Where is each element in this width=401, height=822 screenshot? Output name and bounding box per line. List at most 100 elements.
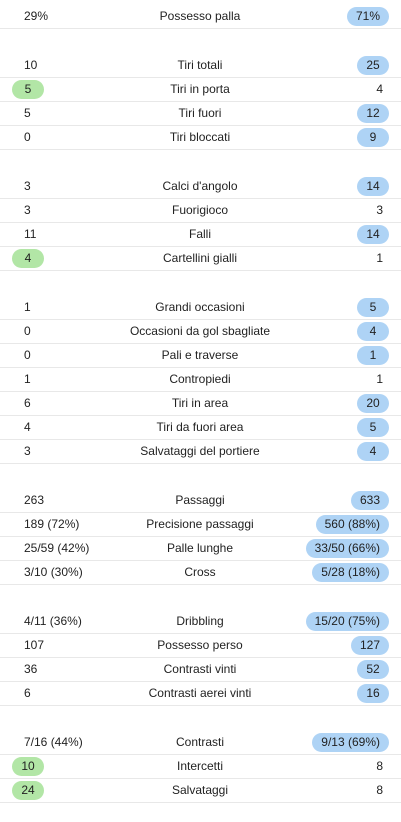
- home-value: 3: [24, 179, 31, 193]
- stat-row: 10 Intercetti 8: [0, 755, 401, 779]
- stat-row: 4 Tiri da fuori area 5: [0, 416, 401, 440]
- stat-row: 3/10 (30%) Cross 5/28 (18%): [0, 561, 401, 585]
- stat-label: Occasioni da gol sbagliate: [129, 324, 271, 338]
- away-value: 5: [357, 418, 389, 437]
- stat-label: Tiri totali: [177, 58, 223, 72]
- home-value: 3: [24, 203, 31, 217]
- away-value: 8: [376, 759, 383, 773]
- home-value: 3/10 (30%): [24, 565, 83, 579]
- stat-label: Salvataggi: [171, 783, 229, 797]
- home-value: 11: [24, 227, 37, 241]
- stats-group: 3 Calci d'angolo 14 3 Fuorigioco 3 11 Falli 14 4 C…: [0, 175, 401, 271]
- away-value: 52: [357, 660, 389, 679]
- stat-label: Pali e traverse: [161, 348, 239, 362]
- home-value: 3: [24, 444, 31, 458]
- away-value: 71%: [346, 7, 389, 26]
- stat-label: Passaggi: [175, 493, 225, 507]
- stat-row: 3 Fuorigioco 3: [0, 199, 401, 223]
- stat-row: 0 Occasioni da gol sbagliate 4: [0, 320, 401, 344]
- away-value: 1: [376, 372, 383, 386]
- stats-group: 1 Grandi occasioni 5 0 Occasioni da gol sbag…: [0, 296, 401, 464]
- stat-row: 263 Passaggi 633: [0, 489, 401, 513]
- stat-label: Cross: [184, 565, 216, 579]
- stat-row: 4/11 (36%) Dribbling 15/20 (75%): [0, 610, 401, 634]
- stat-row: 1 Grandi occasioni 5: [0, 296, 401, 320]
- away-value: 15/20 (75%): [305, 612, 389, 631]
- home-value: 24: [12, 781, 44, 800]
- away-value: 20: [357, 394, 389, 413]
- home-value: 10: [12, 757, 44, 776]
- away-value: 127: [350, 636, 389, 655]
- stats-group: 29% Possesso palla 71%: [0, 5, 401, 29]
- away-value: 25: [357, 56, 389, 75]
- away-value: 12: [357, 104, 389, 123]
- home-value: 0: [24, 324, 31, 338]
- away-value: 1: [357, 346, 389, 365]
- stat-label: Tiri in area: [171, 396, 229, 410]
- stat-row: 25/59 (42%) Palle lunghe 33/50 (66%): [0, 537, 401, 561]
- stat-row: 1 Contropiedi 1: [0, 368, 401, 392]
- stat-label: Dribbling: [176, 614, 224, 628]
- stat-label: Possesso palla: [159, 9, 241, 23]
- stats-group: 263 Passaggi 633 189 (72%) Precisione passag…: [0, 489, 401, 585]
- stat-label: Falli: [188, 227, 211, 241]
- away-value: 33/50 (66%): [305, 539, 389, 558]
- stat-label: Palle lunghe: [166, 541, 234, 555]
- away-value: 8: [376, 783, 383, 797]
- stat-label: Possesso perso: [157, 638, 243, 652]
- home-value: 5: [12, 80, 44, 99]
- stat-row: 24 Salvataggi 8: [0, 779, 401, 803]
- stat-row: 6 Tiri in area 20: [0, 392, 401, 416]
- stat-label: Precisione passaggi: [146, 517, 254, 531]
- stat-row: 11 Falli 14: [0, 223, 401, 247]
- home-value: 263: [24, 493, 45, 507]
- away-value: 1: [376, 251, 383, 265]
- away-value: 14: [357, 177, 389, 196]
- stat-label: Salvataggi del portiere: [140, 444, 260, 458]
- away-value: 633: [350, 491, 389, 510]
- stat-label: Contrasti aerei vinti: [148, 686, 252, 700]
- home-value: 36: [24, 662, 38, 676]
- stat-row: 36 Contrasti vinti 52: [0, 658, 401, 682]
- stat-label: Contrasti: [175, 735, 225, 749]
- stat-label: Contropiedi: [169, 372, 231, 386]
- away-value: 4: [357, 322, 389, 341]
- stat-row: 6 Contrasti aerei vinti 16: [0, 682, 401, 706]
- stat-row: 5 Tiri in porta 4: [0, 78, 401, 102]
- home-value: 107: [24, 638, 45, 652]
- stat-row: 3 Calci d'angolo 14: [0, 175, 401, 199]
- away-value: 5: [357, 298, 389, 317]
- stat-row: 4 Cartellini gialli 1: [0, 247, 401, 271]
- home-value: 25/59 (42%): [24, 541, 90, 555]
- away-value: 4: [376, 82, 383, 96]
- home-value: 5: [24, 106, 31, 120]
- stat-label: Tiri in porta: [170, 82, 230, 96]
- home-value: 1: [24, 372, 31, 386]
- home-value: 10: [24, 58, 38, 72]
- home-value: 0: [24, 348, 31, 362]
- stat-label: Tiri fuori: [178, 106, 222, 120]
- stat-row: 10 Tiri totali 25: [0, 54, 401, 78]
- stats-group: 7/16 (44%) Contrasti 9/13 (69%) 10 Intercett…: [0, 731, 401, 803]
- home-value: 4/11 (36%): [24, 614, 82, 628]
- away-value: 14: [357, 225, 389, 244]
- stat-label: Grandi occasioni: [155, 300, 245, 314]
- stat-row: 0 Tiri bloccati 9: [0, 126, 401, 150]
- stat-label: Fuorigioco: [171, 203, 229, 217]
- away-value: 3: [376, 203, 383, 217]
- stat-row: 3 Salvataggi del portiere 4: [0, 440, 401, 464]
- home-value: 4: [24, 420, 31, 434]
- stat-row: 107 Possesso perso 127: [0, 634, 401, 658]
- stat-label: Cartellini gialli: [162, 251, 238, 265]
- stat-row: 189 (72%) Precisione passaggi 560 (88%): [0, 513, 401, 537]
- stat-label: Tiri da fuori area: [156, 420, 244, 434]
- home-value: 6: [24, 686, 31, 700]
- home-value: 0: [24, 130, 31, 144]
- away-value: 560 (88%): [315, 515, 389, 534]
- away-value: 9: [357, 128, 389, 147]
- away-value: 4: [357, 442, 389, 461]
- home-value: 7/16 (44%): [24, 735, 83, 749]
- away-value: 9/13 (69%): [312, 733, 389, 752]
- home-value: 29%: [24, 9, 49, 23]
- stat-label: Intercetti: [176, 759, 224, 773]
